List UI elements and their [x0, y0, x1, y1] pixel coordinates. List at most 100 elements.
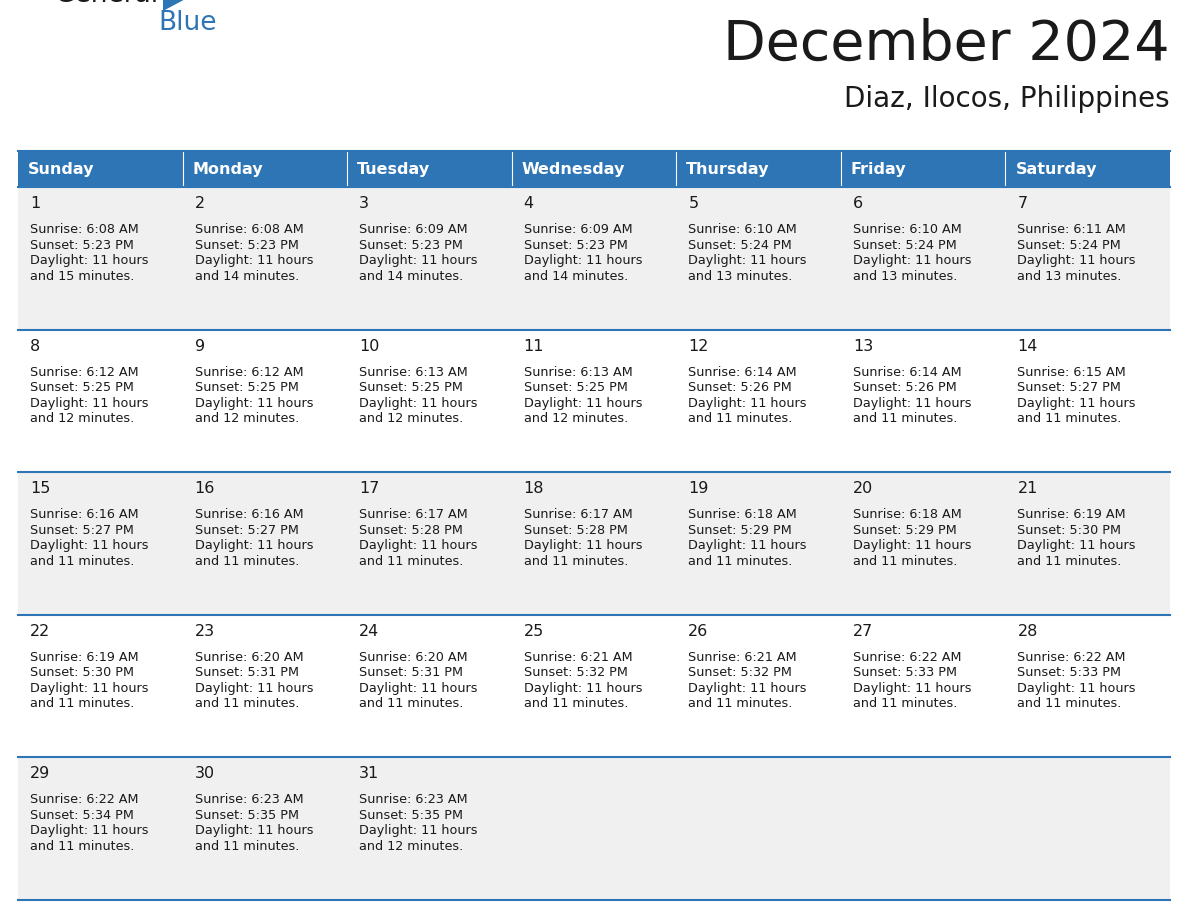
Text: 1: 1 [30, 196, 40, 211]
Text: Sunrise: 6:23 AM: Sunrise: 6:23 AM [195, 793, 303, 807]
Text: Sunset: 5:25 PM: Sunset: 5:25 PM [359, 382, 463, 395]
Text: Sunrise: 6:19 AM: Sunrise: 6:19 AM [30, 651, 139, 664]
Text: Sunrise: 6:12 AM: Sunrise: 6:12 AM [30, 366, 139, 379]
Text: and 11 minutes.: and 11 minutes. [30, 840, 134, 853]
Text: and 12 minutes.: and 12 minutes. [195, 412, 299, 425]
Text: 27: 27 [853, 624, 873, 639]
Text: 7: 7 [1017, 196, 1028, 211]
Text: 2: 2 [195, 196, 204, 211]
Text: December 2024: December 2024 [723, 18, 1170, 72]
Text: Daylight: 11 hours: Daylight: 11 hours [195, 682, 314, 695]
Text: Thursday: Thursday [687, 162, 770, 177]
Text: Sunset: 5:28 PM: Sunset: 5:28 PM [524, 524, 627, 537]
Bar [18, 151, 183, 187]
Text: 16: 16 [195, 481, 215, 497]
Text: Daylight: 11 hours: Daylight: 11 hours [853, 682, 972, 695]
Text: and 13 minutes.: and 13 minutes. [853, 270, 958, 283]
Text: Blue: Blue [158, 10, 216, 36]
Bar [1005, 151, 1170, 187]
Bar [18, 330, 1170, 473]
Text: Sunrise: 6:17 AM: Sunrise: 6:17 AM [359, 509, 468, 521]
Text: Sunrise: 6:17 AM: Sunrise: 6:17 AM [524, 509, 632, 521]
Text: Daylight: 11 hours: Daylight: 11 hours [688, 254, 807, 267]
Text: Sunset: 5:24 PM: Sunset: 5:24 PM [1017, 239, 1121, 252]
Text: Daylight: 11 hours: Daylight: 11 hours [853, 397, 972, 410]
Text: Diaz, Ilocos, Philippines: Diaz, Ilocos, Philippines [845, 85, 1170, 113]
Bar [841, 151, 1005, 187]
Text: 18: 18 [524, 481, 544, 497]
Text: Daylight: 11 hours: Daylight: 11 hours [524, 397, 643, 410]
Text: 19: 19 [688, 481, 709, 497]
Text: 17: 17 [359, 481, 379, 497]
Text: Sunday: Sunday [29, 162, 95, 177]
Text: Sunset: 5:27 PM: Sunset: 5:27 PM [30, 524, 134, 537]
Text: Daylight: 11 hours: Daylight: 11 hours [30, 397, 148, 410]
Text: Sunset: 5:32 PM: Sunset: 5:32 PM [524, 666, 627, 679]
Text: Sunrise: 6:13 AM: Sunrise: 6:13 AM [524, 366, 632, 379]
Text: 9: 9 [195, 339, 204, 354]
Text: Sunset: 5:25 PM: Sunset: 5:25 PM [195, 382, 298, 395]
Bar [18, 473, 1170, 615]
Text: Sunset: 5:23 PM: Sunset: 5:23 PM [359, 239, 463, 252]
Text: Daylight: 11 hours: Daylight: 11 hours [195, 397, 314, 410]
Bar [18, 757, 1170, 900]
Text: Sunset: 5:31 PM: Sunset: 5:31 PM [195, 666, 298, 679]
Text: 5: 5 [688, 196, 699, 211]
Text: Sunrise: 6:22 AM: Sunrise: 6:22 AM [853, 651, 961, 664]
Text: Sunset: 5:30 PM: Sunset: 5:30 PM [30, 666, 134, 679]
Text: Sunset: 5:28 PM: Sunset: 5:28 PM [359, 524, 463, 537]
Text: Daylight: 11 hours: Daylight: 11 hours [1017, 397, 1136, 410]
Text: Sunset: 5:35 PM: Sunset: 5:35 PM [195, 809, 298, 822]
Text: Sunrise: 6:21 AM: Sunrise: 6:21 AM [524, 651, 632, 664]
Text: Sunrise: 6:13 AM: Sunrise: 6:13 AM [359, 366, 468, 379]
Text: Sunset: 5:31 PM: Sunset: 5:31 PM [359, 666, 463, 679]
Text: Sunset: 5:33 PM: Sunset: 5:33 PM [1017, 666, 1121, 679]
Text: Daylight: 11 hours: Daylight: 11 hours [853, 540, 972, 553]
Text: Daylight: 11 hours: Daylight: 11 hours [524, 540, 643, 553]
Text: and 11 minutes.: and 11 minutes. [524, 555, 628, 568]
Text: and 12 minutes.: and 12 minutes. [524, 412, 628, 425]
Text: and 13 minutes.: and 13 minutes. [688, 270, 792, 283]
Text: 14: 14 [1017, 339, 1038, 354]
Text: Daylight: 11 hours: Daylight: 11 hours [30, 824, 148, 837]
Text: and 11 minutes.: and 11 minutes. [688, 698, 792, 711]
Text: and 11 minutes.: and 11 minutes. [195, 840, 299, 853]
Text: and 11 minutes.: and 11 minutes. [688, 412, 792, 425]
Text: 20: 20 [853, 481, 873, 497]
Text: Saturday: Saturday [1016, 162, 1097, 177]
Text: 4: 4 [524, 196, 533, 211]
Text: and 14 minutes.: and 14 minutes. [524, 270, 628, 283]
Text: Wednesday: Wednesday [522, 162, 625, 177]
Text: Sunrise: 6:11 AM: Sunrise: 6:11 AM [1017, 223, 1126, 237]
Bar [18, 615, 1170, 757]
Text: 29: 29 [30, 767, 50, 781]
Text: Monday: Monday [192, 162, 264, 177]
Text: and 11 minutes.: and 11 minutes. [30, 555, 134, 568]
Text: and 11 minutes.: and 11 minutes. [853, 412, 958, 425]
Text: 10: 10 [359, 339, 379, 354]
Text: Daylight: 11 hours: Daylight: 11 hours [195, 540, 314, 553]
Text: Daylight: 11 hours: Daylight: 11 hours [1017, 682, 1136, 695]
Text: Daylight: 11 hours: Daylight: 11 hours [359, 540, 478, 553]
Text: 11: 11 [524, 339, 544, 354]
Text: and 11 minutes.: and 11 minutes. [853, 698, 958, 711]
Text: 26: 26 [688, 624, 708, 639]
Text: Daylight: 11 hours: Daylight: 11 hours [30, 254, 148, 267]
Text: 24: 24 [359, 624, 379, 639]
Text: Daylight: 11 hours: Daylight: 11 hours [195, 824, 314, 837]
Text: Sunset: 5:24 PM: Sunset: 5:24 PM [688, 239, 792, 252]
Text: 15: 15 [30, 481, 50, 497]
Text: and 11 minutes.: and 11 minutes. [1017, 412, 1121, 425]
Text: 21: 21 [1017, 481, 1038, 497]
Text: Daylight: 11 hours: Daylight: 11 hours [30, 540, 148, 553]
Text: and 11 minutes.: and 11 minutes. [359, 698, 463, 711]
Bar [347, 151, 512, 187]
Text: Sunrise: 6:14 AM: Sunrise: 6:14 AM [688, 366, 797, 379]
Text: and 11 minutes.: and 11 minutes. [853, 555, 958, 568]
Text: 22: 22 [30, 624, 50, 639]
Text: Sunset: 5:32 PM: Sunset: 5:32 PM [688, 666, 792, 679]
Bar [183, 151, 347, 187]
Text: Daylight: 11 hours: Daylight: 11 hours [853, 254, 972, 267]
Text: Sunset: 5:33 PM: Sunset: 5:33 PM [853, 666, 956, 679]
Text: 31: 31 [359, 767, 379, 781]
